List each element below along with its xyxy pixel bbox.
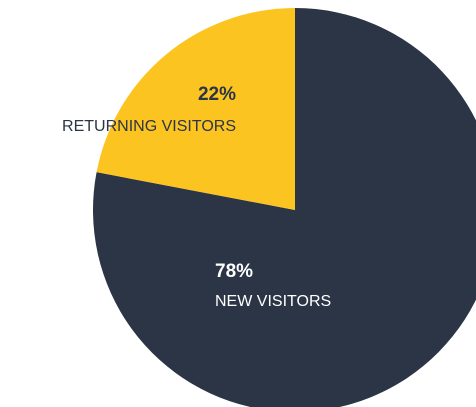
slice-category-label: NEW VISITORS — [215, 293, 331, 310]
slice-value-label: 78% — [215, 261, 253, 282]
slice-value-label: 22% — [198, 84, 236, 105]
pie-slice — [96, 8, 295, 210]
pie-slice — [93, 8, 476, 407]
slice-category-label: RETURNING VISITORS — [62, 118, 236, 135]
